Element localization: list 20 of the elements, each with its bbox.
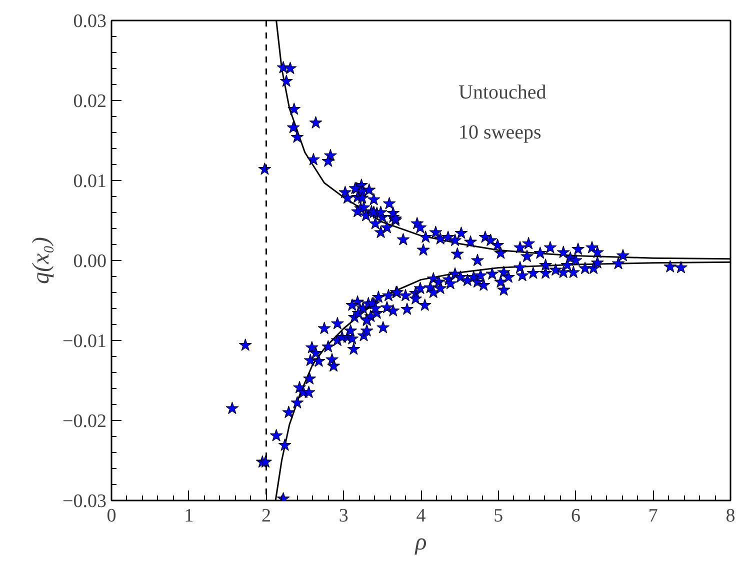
y-tick-label: −0.02: [62, 411, 107, 432]
annotation: Untouched: [458, 82, 546, 104]
x-tick-label: 3: [338, 506, 348, 526]
y-tick-label: 0.01: [73, 171, 106, 192]
x-tick-label: 6: [571, 506, 580, 526]
y-tick-label: 0.03: [73, 11, 106, 32]
y-tick-label: 0.00: [73, 251, 106, 272]
x-tick-label: 7: [648, 506, 658, 526]
y-tick-label: 0.02: [73, 91, 106, 112]
x-tick-label: 1: [184, 506, 194, 526]
y-axis-title: q(x₀): [28, 237, 55, 284]
x-tick-label: 0: [106, 506, 116, 526]
y-tick-label: −0.03: [62, 491, 107, 512]
annotation: 10 sweeps: [458, 122, 542, 144]
y-tick-label: −0.01: [62, 331, 107, 352]
x-tick-label: 8: [726, 506, 736, 526]
x-tick-label: 2: [262, 506, 271, 526]
x-tick-label: 5: [494, 506, 504, 526]
x-tick-label: 4: [416, 506, 426, 526]
x-axis-title: ρ: [414, 530, 427, 556]
